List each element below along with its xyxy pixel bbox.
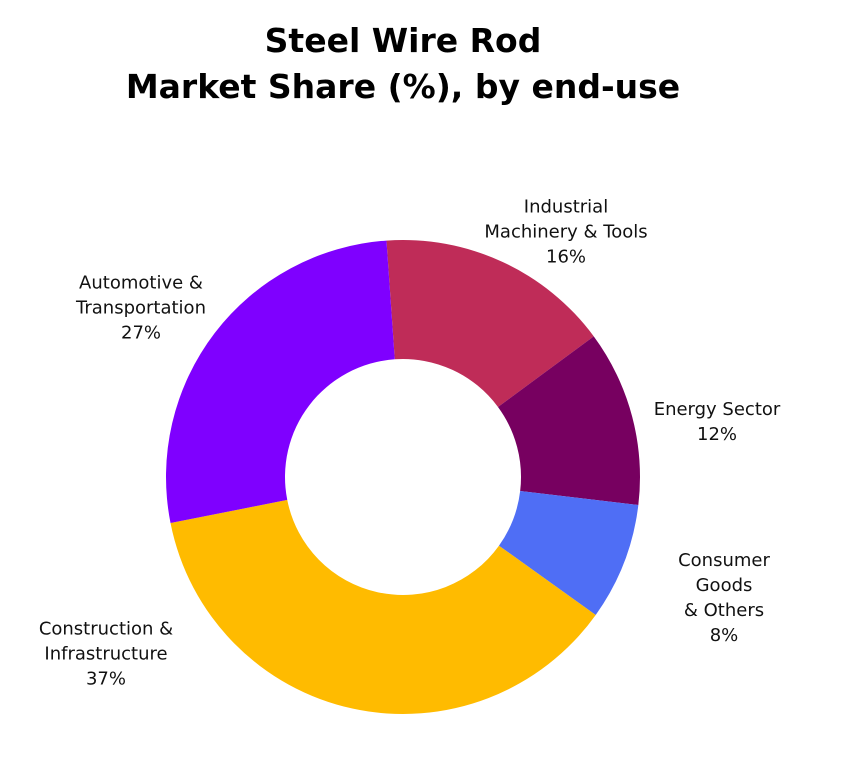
value-label: 8% xyxy=(709,625,739,646)
donut-slice xyxy=(166,240,395,524)
value-label: 27% xyxy=(120,322,162,344)
donut-slice xyxy=(498,490,639,615)
slice-label: Construction & Infrastructure 37% xyxy=(39,617,173,692)
slice-label: Energy Sector 12% xyxy=(654,397,781,447)
slice-label: Industrial Machinery & Tools 16% xyxy=(484,195,647,270)
value-label: 16% xyxy=(545,246,587,268)
category-label: Industrial Machinery & Tools xyxy=(484,196,648,243)
value-label: 37% xyxy=(85,668,126,690)
category-label: Energy Sector xyxy=(653,399,781,420)
category-label: Construction & Infrastructure xyxy=(38,618,174,665)
category-label: Consumer Goods & Others xyxy=(678,550,770,621)
value-label: 12% xyxy=(696,424,738,445)
slice-label: Consumer Goods & Others 8% xyxy=(660,548,788,648)
slice-label: Automotive & Transportation 27% xyxy=(76,271,206,346)
category-label: Automotive & Transportation xyxy=(76,272,206,319)
chart-title: Steel Wire Rod Market Share (%), by end-… xyxy=(125,21,681,106)
donut-slice xyxy=(497,336,640,506)
donut-slice xyxy=(386,240,594,407)
donut-slice xyxy=(170,499,596,714)
